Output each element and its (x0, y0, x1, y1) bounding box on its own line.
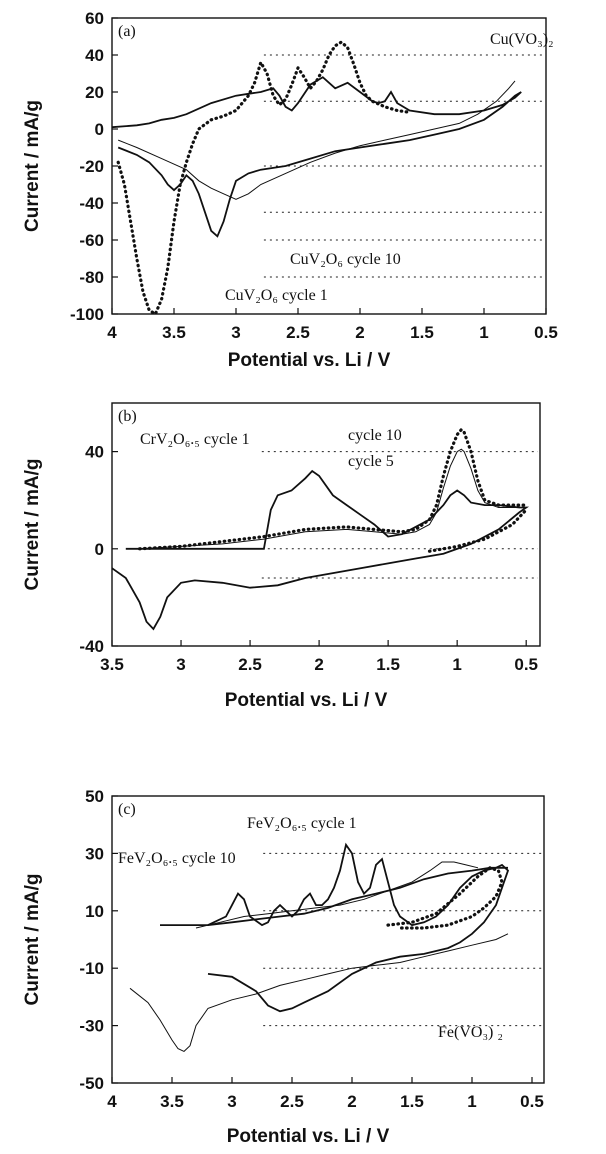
x-tick-label: 1 (452, 655, 461, 674)
x-tick-label: 3.5 (100, 655, 124, 674)
chart-panel-b: 3.5 3 2.5 2 1.5 1 0.5 -40 0 40 Potential vs. Li / … (22, 402, 541, 711)
y-axis-title: Current / mA/g (22, 459, 43, 591)
y-tick-label: 40 (85, 46, 104, 65)
series-line-1-solid (160, 866, 508, 926)
annotation-label: CuV₂O₆ cycle 10 (290, 251, 401, 268)
y-tick-label: -50 (79, 1074, 104, 1093)
series-line-3-dotted (427, 508, 528, 553)
x-tick-label: 3 (227, 1092, 236, 1111)
y-axis-title: Current / mA/g (22, 100, 43, 232)
x-tick-label: 1.5 (376, 655, 400, 674)
y-tick-label: -30 (79, 1017, 104, 1036)
x-tick-label: 1 (479, 323, 488, 342)
panel-label: (a) (118, 23, 136, 40)
x-tick-label: 3 (176, 655, 185, 674)
x-axis-title: Potential vs. Li / V (227, 1126, 390, 1147)
series-line-4-dotted (386, 866, 504, 930)
series-line-2-light (195, 861, 479, 929)
x-tick-label: 2.5 (280, 1092, 304, 1111)
y-tick-label: 30 (85, 844, 104, 863)
panel-label: (b) (118, 408, 137, 425)
x-tick-label: 1.5 (410, 323, 434, 342)
panel-label: (c) (118, 801, 136, 818)
x-tick-label: 1.5 (400, 1092, 424, 1111)
y-tick-label: 50 (85, 787, 104, 806)
x-tick-label: 1 (467, 1092, 476, 1111)
chart-panel-c: 4 3.5 3 2.5 2 1.5 1 0.5 -50 -30 -10 10 30 50 Potential… (22, 787, 545, 1147)
y-tick-label: -100 (70, 305, 104, 324)
x-tick-label: 4 (107, 1092, 117, 1111)
y-tick-label: 0 (95, 120, 104, 139)
y-tick-label: -20 (79, 157, 104, 176)
y-tick-label: 60 (85, 9, 104, 28)
series-line-0-dotted (116, 40, 412, 317)
y-tick-label: 0 (95, 540, 104, 559)
y-axis-title: Current / mA/g (22, 874, 43, 1006)
y-tick-label: 20 (85, 83, 104, 102)
series-line-0-solid (111, 469, 530, 631)
y-tick-label: -80 (79, 268, 104, 287)
x-tick-label: 0.5 (514, 655, 538, 674)
annotation-label: Cu(VO₃)₂ (490, 31, 554, 48)
x-tick-label: 2 (347, 1092, 356, 1111)
x-tick-label: 3 (231, 323, 240, 342)
annotation-label: CuV₂O₆ cycle 1 (225, 287, 328, 304)
x-tick-label: 0.5 (520, 1092, 544, 1111)
y-tick-label: 10 (85, 902, 104, 921)
series-line-2-light (139, 448, 527, 550)
series-line-3-light (129, 933, 509, 1052)
annotation-label: CrV₂O₆.₅ cycle 1 (140, 431, 250, 448)
y-tick-label: -60 (79, 231, 104, 250)
chart-panel-a: 4 3.5 3 2.5 2 1.5 1 0.5 -100 -80 -60 -40 -20 0 20 40 60 P… (22, 9, 558, 371)
annotation-label: cycle 10 (348, 427, 402, 444)
annotation-label: FeV₂O₆.₅ cycle 10 (118, 850, 236, 867)
x-tick-label: 2 (314, 655, 323, 674)
x-tick-label: 2.5 (238, 655, 262, 674)
y-tick-label: -10 (79, 959, 104, 978)
series-line-2-light (118, 80, 516, 200)
plot-frame (111, 795, 545, 1084)
annotation-label: cycle 5 (348, 453, 394, 470)
series-line-1-solid (111, 76, 522, 238)
series-line-1-dotted (138, 427, 528, 551)
annotation-label: FeV₂O₆.₅ cycle 1 (247, 815, 357, 832)
x-tick-label: 0.5 (534, 323, 558, 342)
x-tick-label: 2.5 (286, 323, 310, 342)
x-axis-title: Potential vs. Li / V (225, 690, 388, 711)
y-tick-label: -40 (79, 194, 104, 213)
x-tick-label: 3.5 (160, 1092, 184, 1111)
series-line-0-solid (207, 842, 510, 1013)
x-tick-label: 3.5 (162, 323, 186, 342)
x-tick-label: 2 (355, 323, 364, 342)
y-tick-label: -40 (79, 637, 104, 656)
x-axis-title: Potential vs. Li / V (228, 350, 391, 371)
annotation-label: Fe(VO₃) ₂ (438, 1024, 503, 1041)
x-tick-label: 4 (107, 323, 117, 342)
plot-frame (111, 402, 541, 647)
y-tick-label: 40 (85, 443, 104, 462)
